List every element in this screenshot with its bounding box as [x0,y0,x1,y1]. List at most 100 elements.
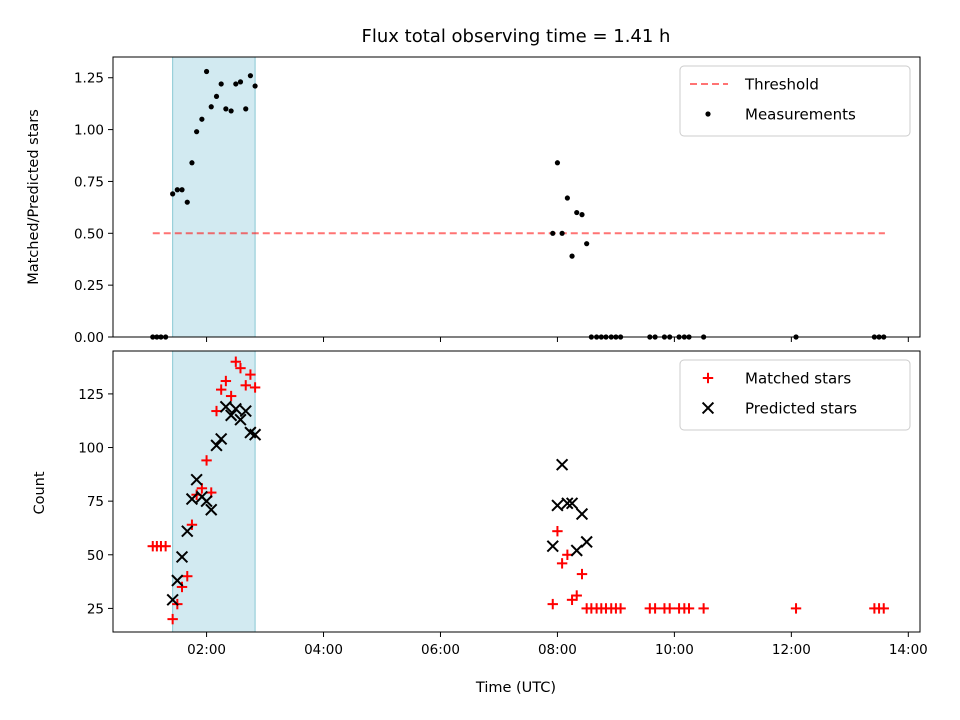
data-point [579,212,585,218]
legend: Threshold Measurements [679,65,911,137]
data-point [240,380,251,391]
data-point [698,603,709,614]
x-tick-label: 08:00 [538,642,577,658]
marker-stroke [551,499,564,512]
data-point [230,356,242,367]
legend-swatch [701,401,715,415]
data-point [220,375,232,387]
data-point [683,603,695,614]
data-point [569,253,575,259]
y-tick-label: 125 [78,387,104,403]
highlight-span [172,56,256,338]
data-point [166,593,179,606]
data-point [205,503,218,516]
data-point [649,603,661,614]
data-point [211,405,222,417]
marker-stroke [570,544,583,557]
data-point [664,603,675,614]
marker-stroke [561,497,574,510]
data-point [219,400,232,413]
data-point [182,571,193,582]
legend-label: Measurements [745,106,856,124]
data-point [213,93,220,100]
y-tick-label: 0.50 [74,226,104,242]
data-point [170,191,176,197]
data-point [189,160,195,166]
bottom-panel-star-counts: Count Time (UTC) 25 50 75 100 125 02:00 04:00 0… [32,350,928,696]
data-point [575,507,589,521]
data-point [239,404,252,418]
y-tick-label: 0.25 [74,278,104,294]
data-point [215,432,228,446]
data-point [208,104,214,110]
x-tick-label: 02:00 [187,642,226,658]
data-point [233,81,239,87]
data-point [576,568,588,580]
bottom-y-axis-label: Count [32,471,48,514]
legend-box [679,359,911,431]
top-y-axis-label: Matched/Predicted stars [26,109,42,285]
data-point [160,540,171,552]
data-point [181,525,194,538]
x-tick-label: 10:00 [655,642,694,658]
data-point [194,129,200,135]
data-point [547,598,558,610]
data-point [615,603,626,614]
series-predicted-stars [166,400,593,606]
legend-label: Predicted stars [745,400,857,418]
data-point [551,499,564,512]
axes-frame [112,56,921,338]
data-point [174,187,180,193]
marker-stroke [556,458,569,471]
x-tick-label: 06:00 [421,642,460,658]
marker-stroke [575,507,589,521]
top-panel-flux-ratio: Flux total observing time = 1.41 h Match… [26,26,921,346]
data-point [176,581,188,593]
data-point [248,428,262,441]
marker-stroke [210,439,223,452]
data-point [247,73,254,79]
x-tick-label: 12:00 [772,642,811,658]
y-tick-label: 1.25 [74,71,104,87]
marker-stroke [190,473,203,486]
data-point [223,106,229,112]
legend: Matched stars Predicted stars [679,359,911,431]
legend-label: Matched stars [745,370,851,388]
marker-stroke [185,492,199,506]
data-point [562,549,573,560]
data-point [550,230,556,236]
data-point [554,160,561,166]
data-point [546,540,559,553]
y-tick-label: 75 [87,494,104,510]
y-tick-label: 1.00 [74,123,104,139]
data-point [584,241,590,247]
marker-stroke [580,535,593,549]
data-point [234,413,247,426]
axes-frame [112,350,921,633]
marker-stroke [234,413,247,426]
x-axis-label: Time (UTC) [475,680,556,696]
data-point [201,455,212,466]
marker-stroke [205,503,218,516]
data-point [556,558,568,569]
marker-stroke [166,593,179,606]
data-point [184,199,190,205]
x-tick-label: 04:00 [304,642,343,658]
data-point [235,362,246,374]
data-point [229,402,242,416]
data-point [243,106,249,112]
data-point [237,79,244,85]
marker-stroke [546,540,559,553]
data-point [228,108,234,114]
data-point [564,195,570,201]
y-tick-label: 100 [78,441,104,457]
x-tick-label: 14:00 [889,642,928,658]
data-point [215,384,227,395]
data-point [556,458,569,471]
marker-stroke [181,525,194,538]
data-point [565,497,579,510]
data-point [559,230,565,236]
legend-swatch [705,111,711,117]
data-point [179,187,185,193]
data-point [200,495,213,508]
